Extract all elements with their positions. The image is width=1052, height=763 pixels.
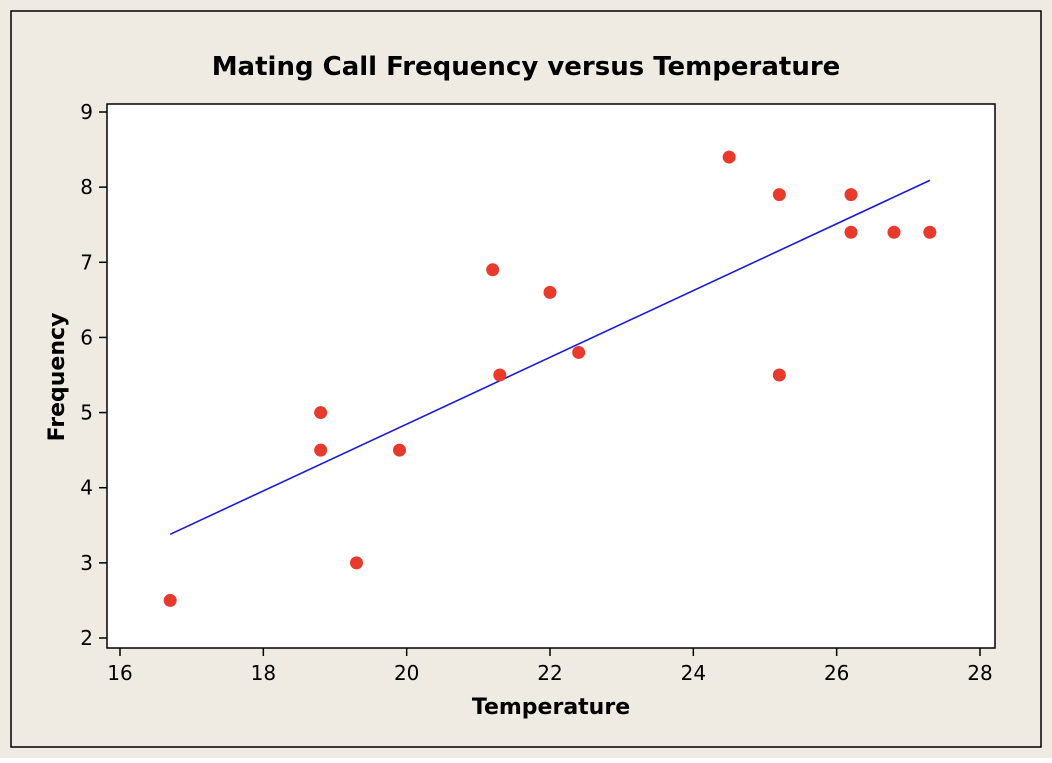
outer-frame (10, 10, 1042, 748)
data-points (163, 150, 937, 607)
y-tick-label: 3 (80, 551, 93, 575)
y-tick-label: 6 (80, 325, 93, 349)
y-tick-label: 8 (80, 175, 93, 199)
data-point (486, 263, 500, 277)
y-tick-label: 5 (80, 401, 93, 425)
x-tick-label: 20 (394, 661, 419, 685)
data-point (722, 150, 736, 164)
data-point (393, 443, 406, 457)
regression-line (169, 179, 931, 536)
y-tick-label: 2 (80, 626, 93, 650)
plot-area (106, 103, 996, 649)
chart-title: Mating Call Frequency versus Temperature (212, 52, 841, 82)
x-tick-label: 18 (251, 661, 276, 685)
data-point (772, 188, 786, 202)
data-point (314, 443, 328, 457)
x-tick-label: 16 (107, 661, 132, 685)
x-tick-label: 24 (681, 661, 706, 685)
y-axis-ticks: 2 3 4 5 6 7 8 9 (80, 100, 107, 650)
data-point (314, 406, 328, 420)
y-axis-label: Frequency (45, 313, 70, 442)
data-point (844, 225, 858, 239)
x-tick-label: 28 (967, 661, 992, 685)
y-tick-label: 9 (80, 100, 93, 124)
x-tick-label: 22 (537, 661, 562, 685)
x-tick-label: 26 (824, 661, 849, 685)
data-point (163, 593, 177, 607)
data-point (772, 368, 786, 382)
y-tick-label: 4 (80, 476, 93, 500)
data-point (923, 225, 937, 239)
y-tick-label: 7 (80, 250, 93, 274)
x-axis-label: Temperature (472, 695, 630, 720)
data-point (543, 285, 557, 299)
data-point (887, 225, 901, 239)
data-point (572, 345, 586, 359)
data-point (493, 368, 507, 382)
data-point (844, 188, 858, 202)
x-axis-ticks: 16 18 20 22 24 26 28 (107, 648, 993, 685)
data-point (350, 556, 363, 570)
